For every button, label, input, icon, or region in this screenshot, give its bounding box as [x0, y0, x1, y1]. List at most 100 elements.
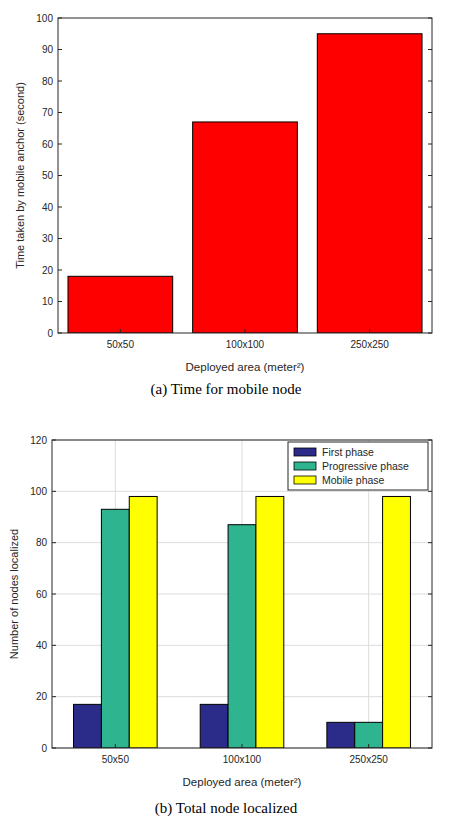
y-tick — [52, 696, 56, 697]
y-tick — [428, 175, 432, 176]
y-tick — [428, 696, 432, 697]
y-tick — [428, 207, 432, 208]
y-axis-label: Time taken by mobile anchor (second) — [14, 82, 26, 269]
y-tick-label: 70 — [42, 107, 54, 118]
y-tick — [58, 270, 62, 271]
y-tick — [428, 542, 432, 543]
y-tick-label: 100 — [36, 13, 53, 24]
bar — [383, 496, 411, 748]
x-tick — [115, 744, 116, 748]
y-tick — [428, 748, 432, 749]
y-tick — [58, 238, 62, 239]
y-tick — [428, 238, 432, 239]
legend-label: Mobile phase — [322, 474, 385, 486]
bar — [129, 496, 157, 748]
bar — [355, 722, 383, 748]
y-axis-label: Number of nodes localized — [8, 529, 20, 659]
bar — [256, 496, 284, 748]
plot-background — [58, 18, 432, 333]
legend-label: Progressive phase — [322, 460, 409, 472]
x-axis-label: Deployed area (meter²) — [186, 361, 305, 373]
y-tick — [58, 144, 62, 145]
y-tick — [58, 301, 62, 302]
legend-label: First phase — [322, 446, 374, 458]
y-tick — [58, 81, 62, 82]
y-tick-label: 120 — [30, 435, 47, 446]
y-tick — [428, 49, 432, 50]
y-tick-label: 20 — [42, 265, 54, 276]
x-tick-label: 250x250 — [350, 339, 389, 350]
bars — [74, 496, 411, 748]
y-tick — [52, 542, 56, 543]
y-tick — [428, 645, 432, 646]
y-tick — [52, 748, 56, 749]
y-tick-label: 60 — [42, 139, 54, 150]
chart: 0 10 20 30 40 50 60 70 80 90 100 50x50 100x100 250x25… — [14, 13, 432, 399]
y-tick — [58, 207, 62, 208]
axes-frame — [52, 440, 432, 748]
y-tick-label: 60 — [36, 589, 48, 600]
y-tick — [428, 301, 432, 302]
bar — [228, 525, 256, 748]
x-tick-label: 50x50 — [107, 339, 135, 350]
x-tick — [369, 329, 370, 333]
y-tick — [58, 49, 62, 50]
chart: 0 20 40 60 80 100 120 50x50 100x100 250x250 Deploy… — [8, 435, 432, 818]
x-tick — [120, 329, 121, 333]
y-tick-label: 30 — [42, 233, 54, 244]
y-tick — [428, 81, 432, 82]
bar — [327, 722, 355, 748]
legend: First phase Progressive phase Mobile phase — [288, 442, 428, 490]
x-tick — [368, 744, 369, 748]
legend-box — [288, 442, 428, 490]
bar — [101, 509, 129, 748]
y-tick-label: 0 — [41, 743, 47, 754]
y-tick — [428, 144, 432, 145]
y-tick — [58, 18, 62, 19]
y-tick — [428, 333, 432, 334]
axes-frame — [58, 18, 432, 333]
x-tick-label: 100x100 — [223, 754, 262, 765]
y-tick-label: 20 — [36, 691, 48, 702]
bar — [317, 34, 422, 333]
legend-swatch — [294, 476, 316, 484]
bar — [68, 276, 173, 333]
bar — [74, 704, 102, 748]
x-tick-label: 50x50 — [102, 754, 130, 765]
y-tick-label: 80 — [42, 76, 54, 87]
y-tick-label: 50 — [42, 170, 54, 181]
bars — [68, 34, 422, 333]
plot-background — [52, 440, 432, 748]
caption: (a) Time for mobile node — [151, 381, 302, 398]
y-tick — [428, 594, 432, 595]
legend-swatch — [294, 448, 316, 456]
y-tick — [58, 112, 62, 113]
y-tick-label: 0 — [47, 328, 53, 339]
y-tick — [428, 491, 432, 492]
y-tick — [428, 112, 432, 113]
x-tick-label: 250x250 — [349, 754, 388, 765]
bar — [200, 704, 228, 748]
y-tick-label: 90 — [42, 44, 54, 55]
y-tick — [428, 270, 432, 271]
y-tick — [428, 18, 432, 19]
y-tick — [428, 440, 432, 441]
y-tick — [52, 440, 56, 441]
x-axis-label: Deployed area (meter²) — [183, 776, 302, 788]
y-tick-label: 10 — [42, 296, 54, 307]
x-tick-label: 100x100 — [226, 339, 265, 350]
figure: 0 10 20 30 40 50 60 70 80 90 100 50x50 100x100 250x25… — [0, 0, 452, 832]
x-tick — [242, 744, 243, 748]
y-tick — [52, 645, 56, 646]
x-tick — [245, 329, 246, 333]
y-tick-label: 80 — [36, 537, 48, 548]
y-tick-label: 40 — [42, 202, 54, 213]
legend-swatch — [294, 462, 316, 470]
caption: (b) Total node localized — [155, 800, 298, 817]
y-tick-label: 100 — [30, 486, 47, 497]
y-tick — [58, 175, 62, 176]
bar — [193, 122, 298, 333]
y-tick — [58, 333, 62, 334]
y-tick — [52, 491, 56, 492]
y-tick-label: 40 — [36, 640, 48, 651]
